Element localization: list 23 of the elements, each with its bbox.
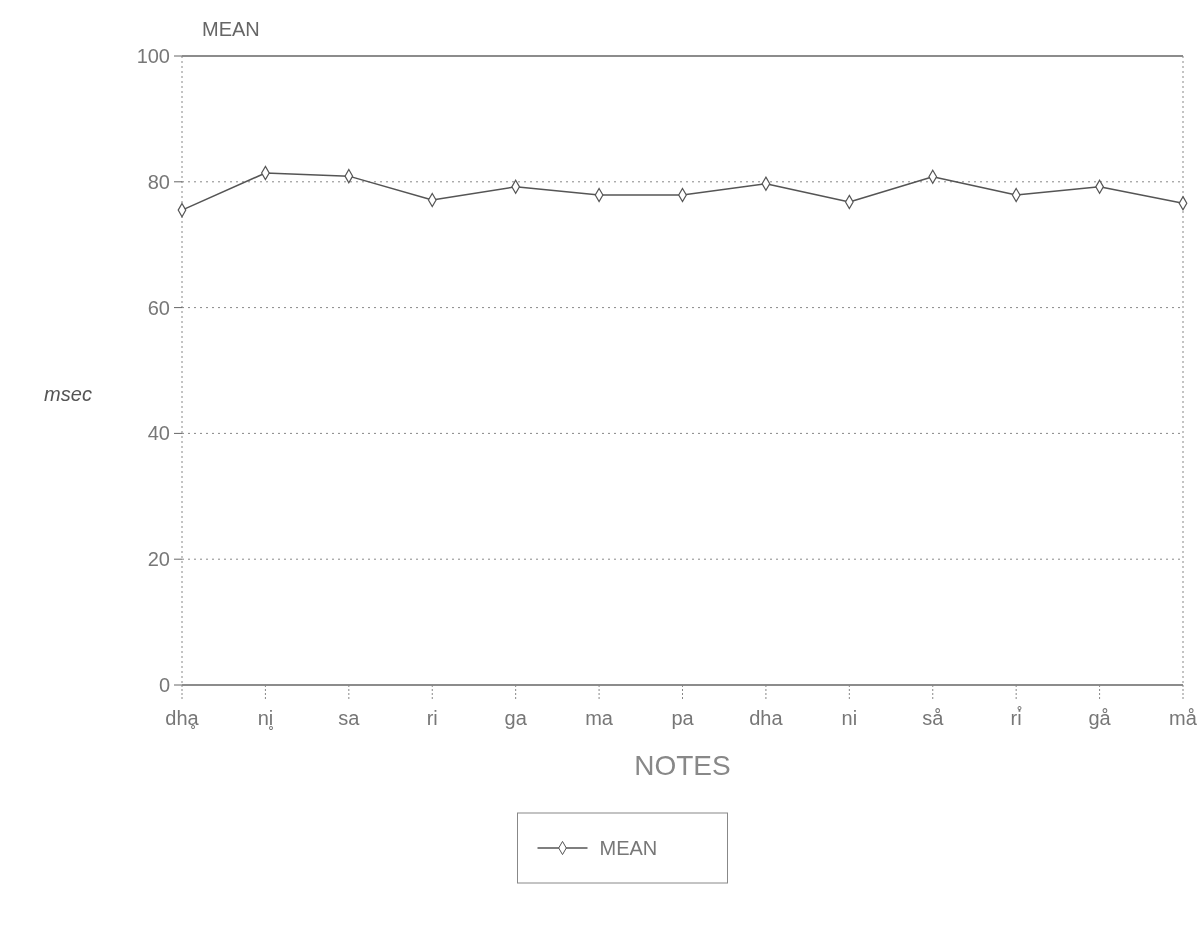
y-axis-title: msec <box>44 382 92 405</box>
x-tick-label: ni <box>841 707 858 729</box>
legend-label: MEAN <box>599 837 658 859</box>
x-tick-label: ma <box>585 707 614 729</box>
x-tick-label: pa <box>671 707 695 729</box>
x-tick-label: så <box>922 707 945 729</box>
y-tick-label: 0 <box>158 674 170 696</box>
x-tick-label: ni̥ <box>257 707 274 730</box>
chart-title: MEAN <box>202 18 260 40</box>
x-tick-label: sa <box>338 707 361 729</box>
y-tick-label: 40 <box>147 422 170 445</box>
y-tick-label: 20 <box>147 548 170 571</box>
x-axis-title: NOTES <box>634 750 731 781</box>
y-tick-label: 60 <box>147 296 170 319</box>
x-tick-label: må <box>1169 707 1198 729</box>
y-tick-label: 100 <box>136 45 170 67</box>
x-tick-label: dhḁ <box>165 707 200 729</box>
x-tick-label: ri̊ <box>1010 705 1022 729</box>
x-tick-label: gå <box>1088 707 1112 729</box>
x-tick-label: ga <box>504 707 528 729</box>
x-tick-label: dha <box>749 707 784 729</box>
x-tick-label: ri <box>426 707 438 729</box>
y-tick-label: 80 <box>147 170 170 193</box>
